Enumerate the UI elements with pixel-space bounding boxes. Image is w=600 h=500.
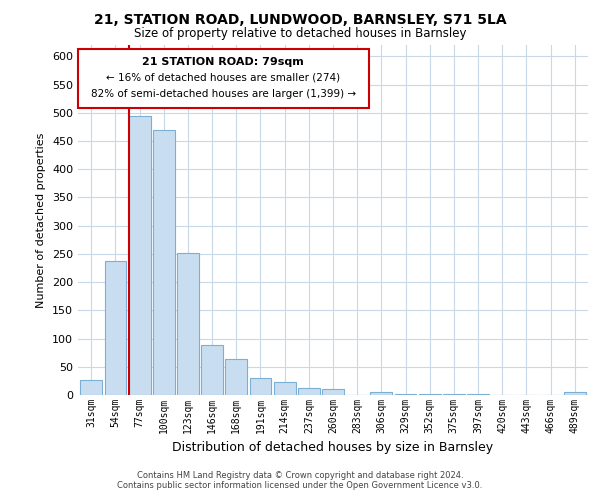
Text: 82% of semi-detached houses are larger (1,399) →: 82% of semi-detached houses are larger (…	[91, 89, 356, 99]
Text: ← 16% of detached houses are smaller (274): ← 16% of detached houses are smaller (27…	[106, 73, 340, 83]
Bar	[395, 394, 416, 395]
Bar	[177, 254, 199, 395]
Bar	[226, 360, 247, 395]
Bar	[129, 116, 151, 395]
Text: 21 STATION ROAD: 79sqm: 21 STATION ROAD: 79sqm	[142, 57, 304, 67]
Bar	[322, 390, 344, 395]
Bar	[298, 388, 320, 395]
Bar	[80, 380, 102, 395]
Bar	[250, 378, 271, 395]
Text: 21, STATION ROAD, LUNDWOOD, BARNSLEY, S71 5LA: 21, STATION ROAD, LUNDWOOD, BARNSLEY, S7…	[94, 12, 506, 26]
Text: Contains HM Land Registry data © Crown copyright and database right 2024.
Contai: Contains HM Land Registry data © Crown c…	[118, 470, 482, 490]
Bar	[370, 392, 392, 395]
Bar	[104, 261, 127, 395]
X-axis label: Distribution of detached houses by size in Barnsley: Distribution of detached houses by size …	[172, 442, 494, 454]
Text: Size of property relative to detached houses in Barnsley: Size of property relative to detached ho…	[134, 28, 466, 40]
Bar	[467, 394, 489, 395]
Bar	[153, 130, 175, 395]
Y-axis label: Number of detached properties: Number of detached properties	[37, 132, 46, 308]
Bar	[274, 382, 296, 395]
Bar	[443, 394, 465, 395]
Bar	[201, 346, 223, 395]
Bar	[419, 394, 440, 395]
Bar	[564, 392, 586, 395]
FancyBboxPatch shape	[78, 48, 368, 108]
